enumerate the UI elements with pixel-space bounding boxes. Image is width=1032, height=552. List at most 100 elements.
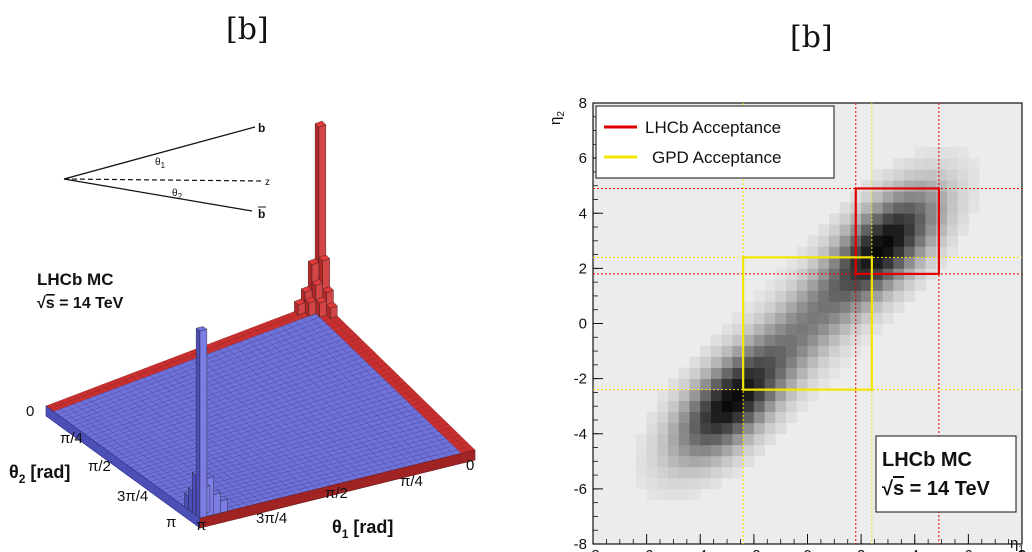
heatmap-cell (893, 191, 905, 203)
heatmap-cell (721, 345, 733, 357)
heatmap-cell (850, 268, 862, 280)
heatmap-cell (893, 180, 905, 192)
heatmap-cell (861, 224, 873, 236)
heatmap-cell (786, 345, 798, 357)
theta1-tick-3pi4: 3π/4 (256, 510, 287, 527)
x-tick-label: 2 (857, 547, 865, 552)
heatmap-cell (871, 257, 883, 269)
heatmap-cell (721, 422, 733, 435)
heatmap-cell (936, 246, 948, 258)
heatmap-cell (775, 422, 787, 435)
acceptance-regions (593, 103, 1022, 544)
heatmap-cell (678, 367, 690, 380)
heatmap-cell (764, 345, 776, 357)
theta2-tick-pi: π (166, 514, 176, 531)
theta1-tick-pi2: π/2 (325, 485, 348, 502)
heatmap-cell (914, 246, 926, 258)
x-tick-label: -4 (694, 547, 707, 552)
heatmap-cell (732, 466, 744, 479)
backward-peak-bar-side (188, 487, 193, 513)
heatmap-cell (743, 345, 755, 357)
heatmap-cell (871, 169, 883, 181)
heatmap-cell (753, 334, 765, 346)
theta1-tick-0: 0 (466, 457, 474, 474)
heatmap-cell (968, 180, 980, 192)
heatmap-legend: LHCb Acceptance GPD Acceptance (595, 105, 835, 179)
heatmap-cell (839, 246, 851, 258)
heatmap-cell (796, 312, 808, 324)
heatmap-cell (893, 257, 905, 269)
heatmap-cell (839, 268, 851, 280)
heatmap-cell (893, 246, 905, 258)
heatmap-cell (796, 400, 808, 413)
heatmap-cell (786, 356, 798, 368)
heatmap-cell (871, 323, 883, 335)
heatmap-cell (882, 246, 894, 258)
heatmap-cell (786, 257, 798, 269)
heatmap-cell (796, 301, 808, 313)
heatmap-cell (893, 169, 905, 181)
heatmap-cell (850, 290, 862, 302)
heatmap-cell (721, 400, 733, 413)
right-lhcb-mc-text: LHCb MC (882, 449, 972, 471)
inset-b-line (63, 126, 256, 180)
heatmap-cell (914, 147, 926, 159)
heatmap-cell (732, 367, 744, 380)
heatmap-cell (828, 235, 841, 247)
heatmap-cell (796, 356, 808, 368)
heatmap-cell (818, 323, 830, 335)
heatmap-cell (635, 433, 648, 446)
heatmap-cell (743, 334, 755, 346)
heatmap-cell (668, 455, 680, 468)
heatmap-cell (925, 202, 937, 214)
heatmap-cell (818, 268, 830, 280)
inset-z-label: z (265, 177, 270, 188)
heatmap-cell (882, 180, 894, 192)
heatmap-cell (700, 411, 712, 424)
heatmap-cell (904, 180, 916, 192)
heatmap-cell (904, 235, 916, 247)
heatmap-cell (946, 191, 959, 203)
heatmap-cell (678, 389, 690, 402)
heatmap-cell (904, 257, 916, 269)
heatmap-cell (657, 455, 669, 468)
heatmap-cell (914, 169, 926, 181)
heatmap-cell (807, 279, 819, 291)
heatmap-cell (786, 323, 798, 335)
heatmap-cell (646, 444, 658, 457)
heatmap-cell (743, 367, 755, 380)
heatmap-cell (861, 334, 873, 346)
heatmap-cell (721, 455, 733, 468)
heatmap-cell (710, 477, 723, 490)
heatmap-cell (689, 433, 701, 446)
heatmap-cell (721, 466, 733, 479)
heatmap-cell (775, 356, 787, 368)
heatmap-cell (818, 301, 830, 313)
heatmap-cell (850, 235, 862, 247)
heatmap-cell (871, 235, 883, 247)
heatmap-cell (850, 279, 862, 291)
heatmap-cell (710, 422, 723, 435)
inset-theta1-label: θ1 (155, 157, 166, 170)
heatmap-cell (925, 169, 937, 181)
theta1-tick-pi: π (196, 517, 206, 534)
heatmap-cell (668, 411, 680, 424)
heatmap-cell (775, 279, 787, 291)
heatmap-cell (882, 191, 894, 203)
heatmap-cell (914, 180, 926, 192)
y-tick-label: -6 (574, 481, 587, 498)
left-energy-text: √s = 14 TeV (37, 295, 124, 312)
heatmap-cell (764, 301, 776, 313)
heatmap-cell (871, 202, 883, 214)
heatmap-cell (753, 345, 765, 357)
heatmap-cell (807, 257, 819, 269)
heatmap-cell (678, 444, 690, 457)
y-tick-label: -4 (574, 426, 587, 443)
heatmap-cell (753, 400, 765, 413)
heatmap-cell (700, 400, 712, 413)
heatmap-cell (828, 323, 841, 335)
heatmap-cell (807, 367, 819, 380)
heatmap-cell (839, 213, 851, 225)
heatmap-cell (861, 290, 873, 302)
heatmap-cell (818, 235, 830, 247)
